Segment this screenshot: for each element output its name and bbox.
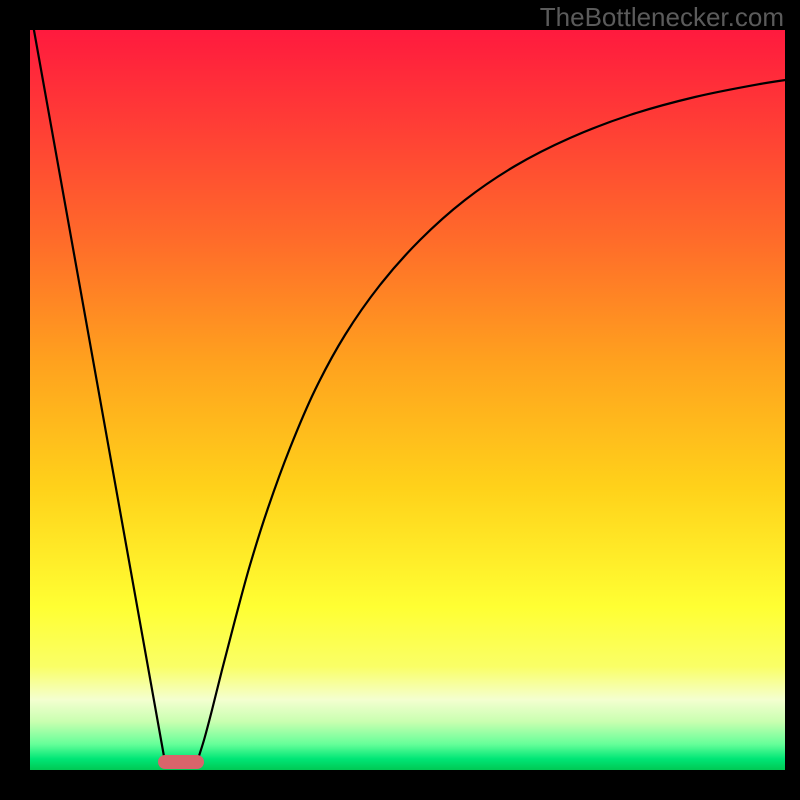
- chart-container: TheBottlenecker.com: [0, 0, 800, 800]
- watermark-text: TheBottlenecker.com: [540, 2, 784, 33]
- bottleneck-marker: [158, 755, 204, 769]
- curve-layer: [0, 0, 800, 800]
